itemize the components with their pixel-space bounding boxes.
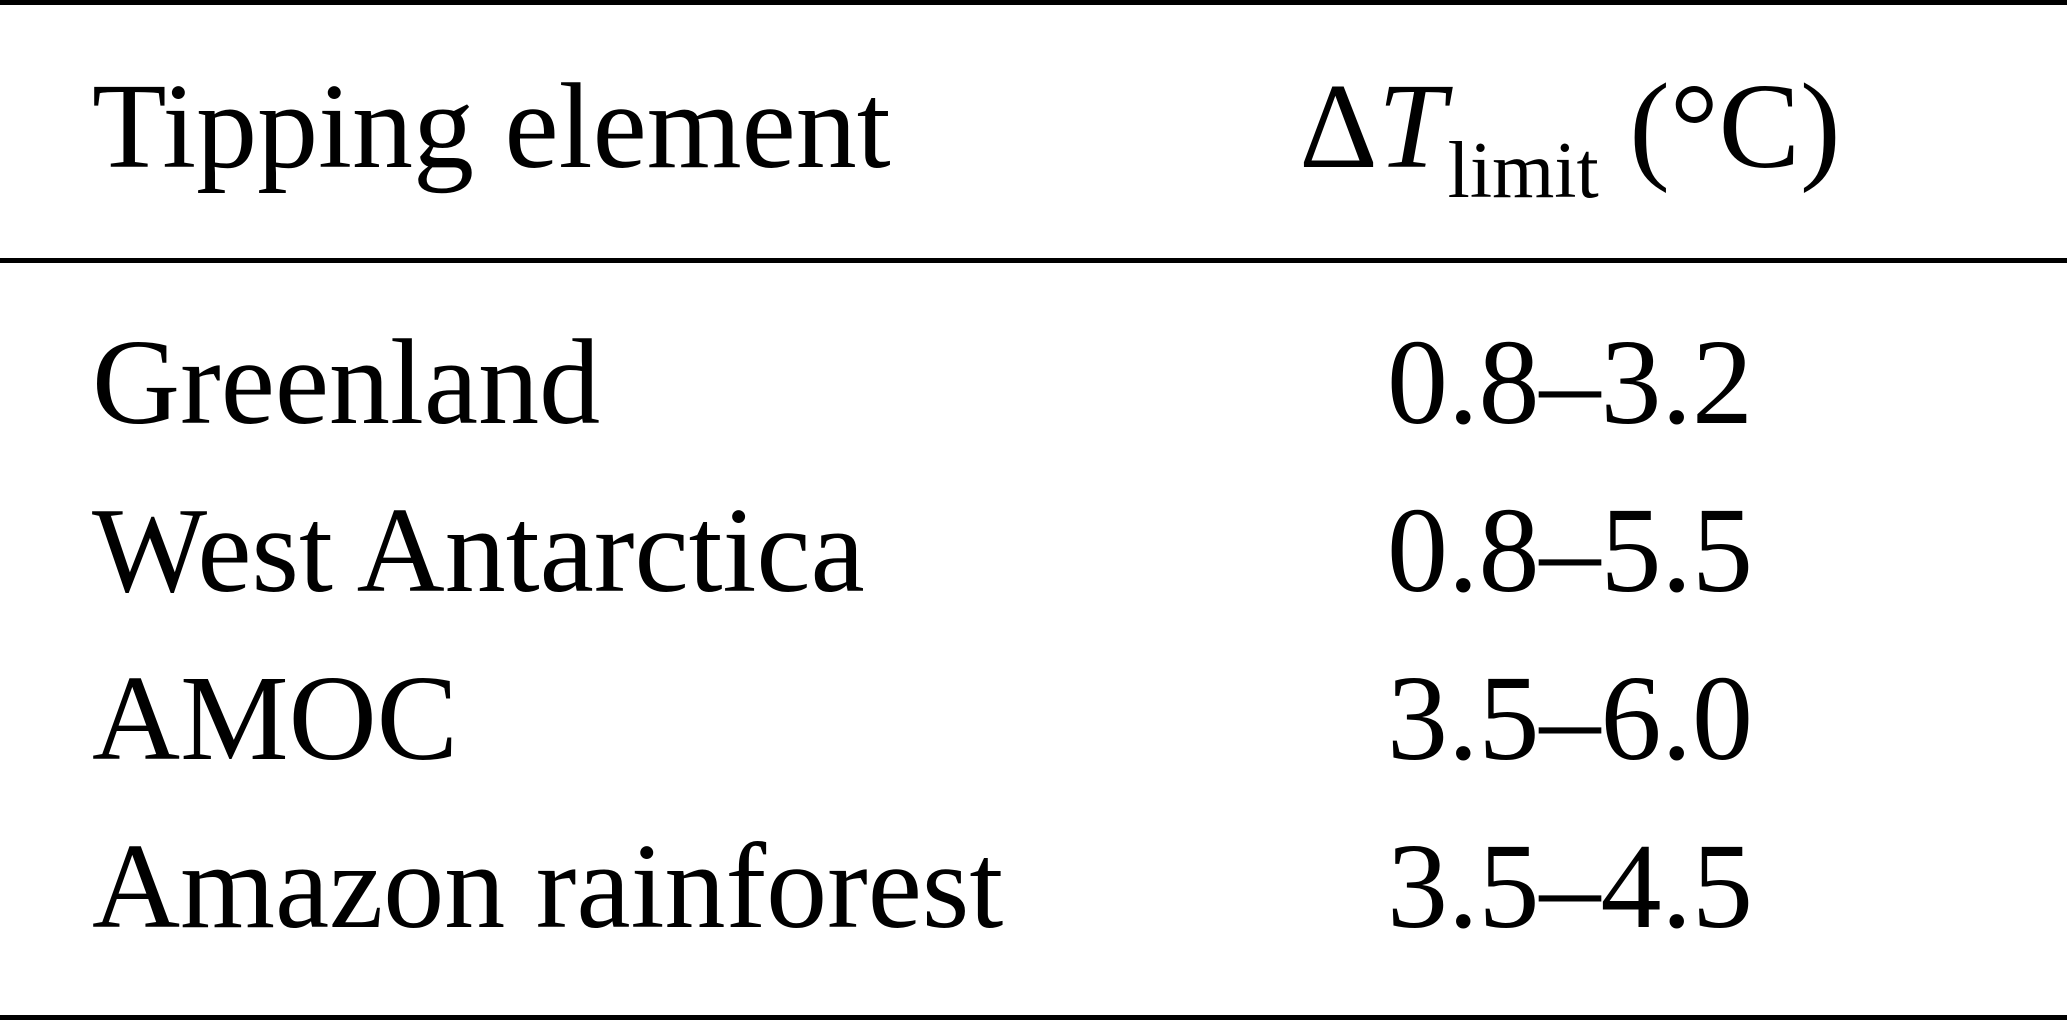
threshold-subscript: limit [1447, 127, 1599, 215]
table-row-range: 0.8–5.5 [1387, 483, 1753, 618]
table-row-element: AMOC [92, 651, 459, 786]
header-threshold: ΔTlimit (°C) [1280, 66, 1860, 212]
table-row-range: 3.5–6.0 [1387, 651, 1753, 786]
table-row-element: Greenland [92, 315, 601, 450]
delta-symbol: Δ [1299, 59, 1378, 194]
table-row-element: Amazon rainforest [92, 819, 1004, 954]
table-header-rule [0, 258, 2067, 263]
table-row-range: 3.5–4.5 [1387, 819, 1753, 954]
threshold-variable: T [1377, 59, 1446, 194]
header-tipping-element: Tipping element [92, 59, 891, 194]
table-row-range: 0.8–3.2 [1387, 315, 1753, 450]
table-bottom-rule [0, 1015, 2067, 1020]
table-row-element: West Antarctica [92, 483, 865, 618]
threshold-unit: (°C) [1598, 59, 1841, 194]
table-top-rule [0, 0, 2067, 5]
